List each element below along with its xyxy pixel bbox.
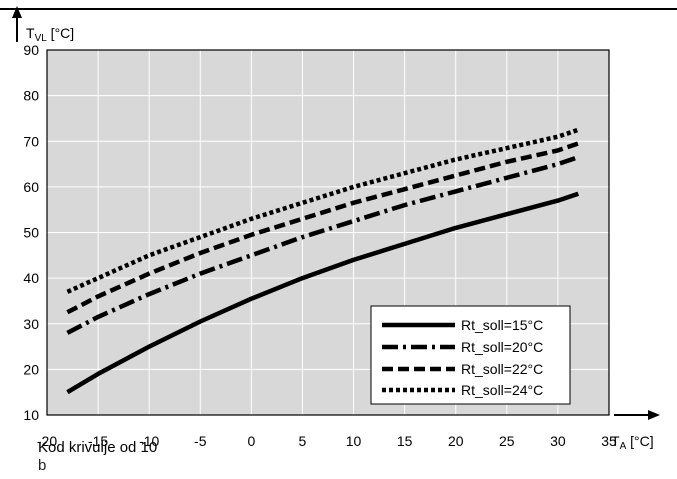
figure-caption-continued: b [38,457,47,474]
legend-label-1: Rt_soll=15°C [461,317,543,333]
series-lines [66,127,580,395]
legend-label-2: Rt_soll=20°C [461,339,543,355]
x-tick-labels: -20 -15 -10 -5 0 5 10 15 20 25 30 35 [37,433,617,449]
x-tick-label: -5 [194,433,207,449]
x-tick-label: 35 [601,433,617,449]
series-line-4 [66,127,580,294]
y-tick-label: 40 [23,270,39,286]
series-line-1 [66,191,580,395]
x-tick-label: 10 [346,433,362,449]
y-tick-label: 10 [23,407,39,423]
y-axis-arrow-head [12,6,22,18]
y-tick-label: 20 [23,361,39,377]
x-axis-arrow-head [648,410,660,420]
legend-label-3: Rt_soll=22°C [461,361,543,377]
x-tick-label: -10 [139,433,159,449]
x-tick-label: 25 [499,433,515,449]
x-tick-label: 20 [448,433,464,449]
x-tick-label: 15 [397,433,413,449]
grid [47,50,609,415]
legend: Rt_soll=15°C Rt_soll=20°C Rt_soll=22°C Rt_s… [370,305,571,405]
y-tick-label: 70 [23,133,39,149]
y-tick-label: 50 [23,225,39,241]
x-axis-label: TA [°C] [611,433,654,452]
x-tick-label: -15 [88,433,108,449]
y-tick-labels: 10 20 30 40 50 60 70 80 90 [23,42,39,423]
y-tick-label: 60 [23,179,39,195]
series-line-2 [66,155,580,335]
y-axis-label: TVL [°C] [26,25,74,44]
x-tick-label: 5 [299,433,307,449]
y-tick-label: 80 [23,88,39,104]
figure-caption: Kod krivulje od 10 [38,439,158,456]
legend-box [370,305,571,405]
y-tick-label: 90 [23,42,39,58]
plot-frame [46,49,610,416]
legend-label-4: Rt_soll=24°C [461,382,543,398]
x-tick-label: -20 [37,433,57,449]
y-tick-label: 30 [23,316,39,332]
series-line-3 [66,141,580,315]
x-tick-label: 30 [550,433,566,449]
x-tick-label: 0 [247,433,255,449]
